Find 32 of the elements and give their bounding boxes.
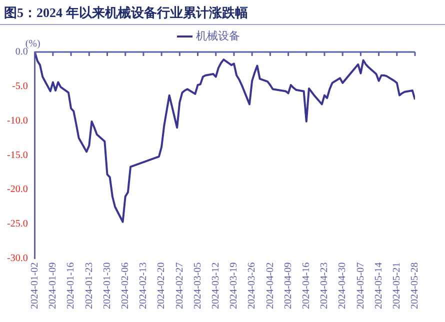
x-tick-label: 2024-01-02 (29, 262, 40, 310)
x-tick-label: 2024-04-16 (301, 262, 312, 310)
x-tick-label: 2024-04-02 (264, 262, 276, 310)
y-tick-label: -10.0 (6, 115, 28, 126)
x-tick-label: 2024-02-13 (138, 262, 150, 310)
x-tick-label: 2024-01-23 (84, 262, 95, 310)
y-tick-label: -20.0 (6, 184, 28, 196)
x-tick-label: 2024-03-05 (192, 262, 204, 310)
x-tick-label: 2024-05-14 (373, 262, 384, 310)
x-tick-label: 2024-03-12 (210, 262, 222, 310)
x-tick-label: 2024-04-30 (337, 262, 348, 310)
y-tick-label: -30.0 (6, 252, 28, 264)
legend-label: 机械设备 (196, 29, 240, 42)
x-tick-label: 2024-01-16 (66, 262, 77, 310)
x-tick-label: 2024-05-07 (355, 262, 366, 310)
x-tick-label: 2024-03-19 (228, 262, 240, 310)
x-tick-label: 2024-01-30 (102, 262, 113, 310)
x-tick-label: 2024-02-20 (156, 262, 168, 310)
chart-title: 图5：2024 年以来机械设备行业累计涨跌幅 (0, 0, 445, 25)
y-tick-label: 0.0 (15, 46, 28, 58)
x-tick-label: 2024-02-06 (120, 262, 131, 310)
x-tick-label: 2024-05-21 (392, 262, 403, 310)
x-tick-label: 2024-01-09 (48, 262, 59, 310)
x-tick-label: 2024-05-28 (410, 262, 421, 310)
x-tick-label: 2024-04-23 (319, 262, 330, 310)
x-tick-label: 2024-02-27 (174, 262, 186, 310)
x-tick-label: 2024-03-26 (246, 262, 258, 310)
x-tick-label: 2024-04-09 (282, 262, 294, 310)
y-tick-label: -25.0 (6, 218, 28, 230)
y-tick-label: -15.0 (6, 150, 28, 161)
y-tick-label: -5.0 (12, 81, 28, 92)
y-axis-title: (%) (25, 38, 40, 50)
